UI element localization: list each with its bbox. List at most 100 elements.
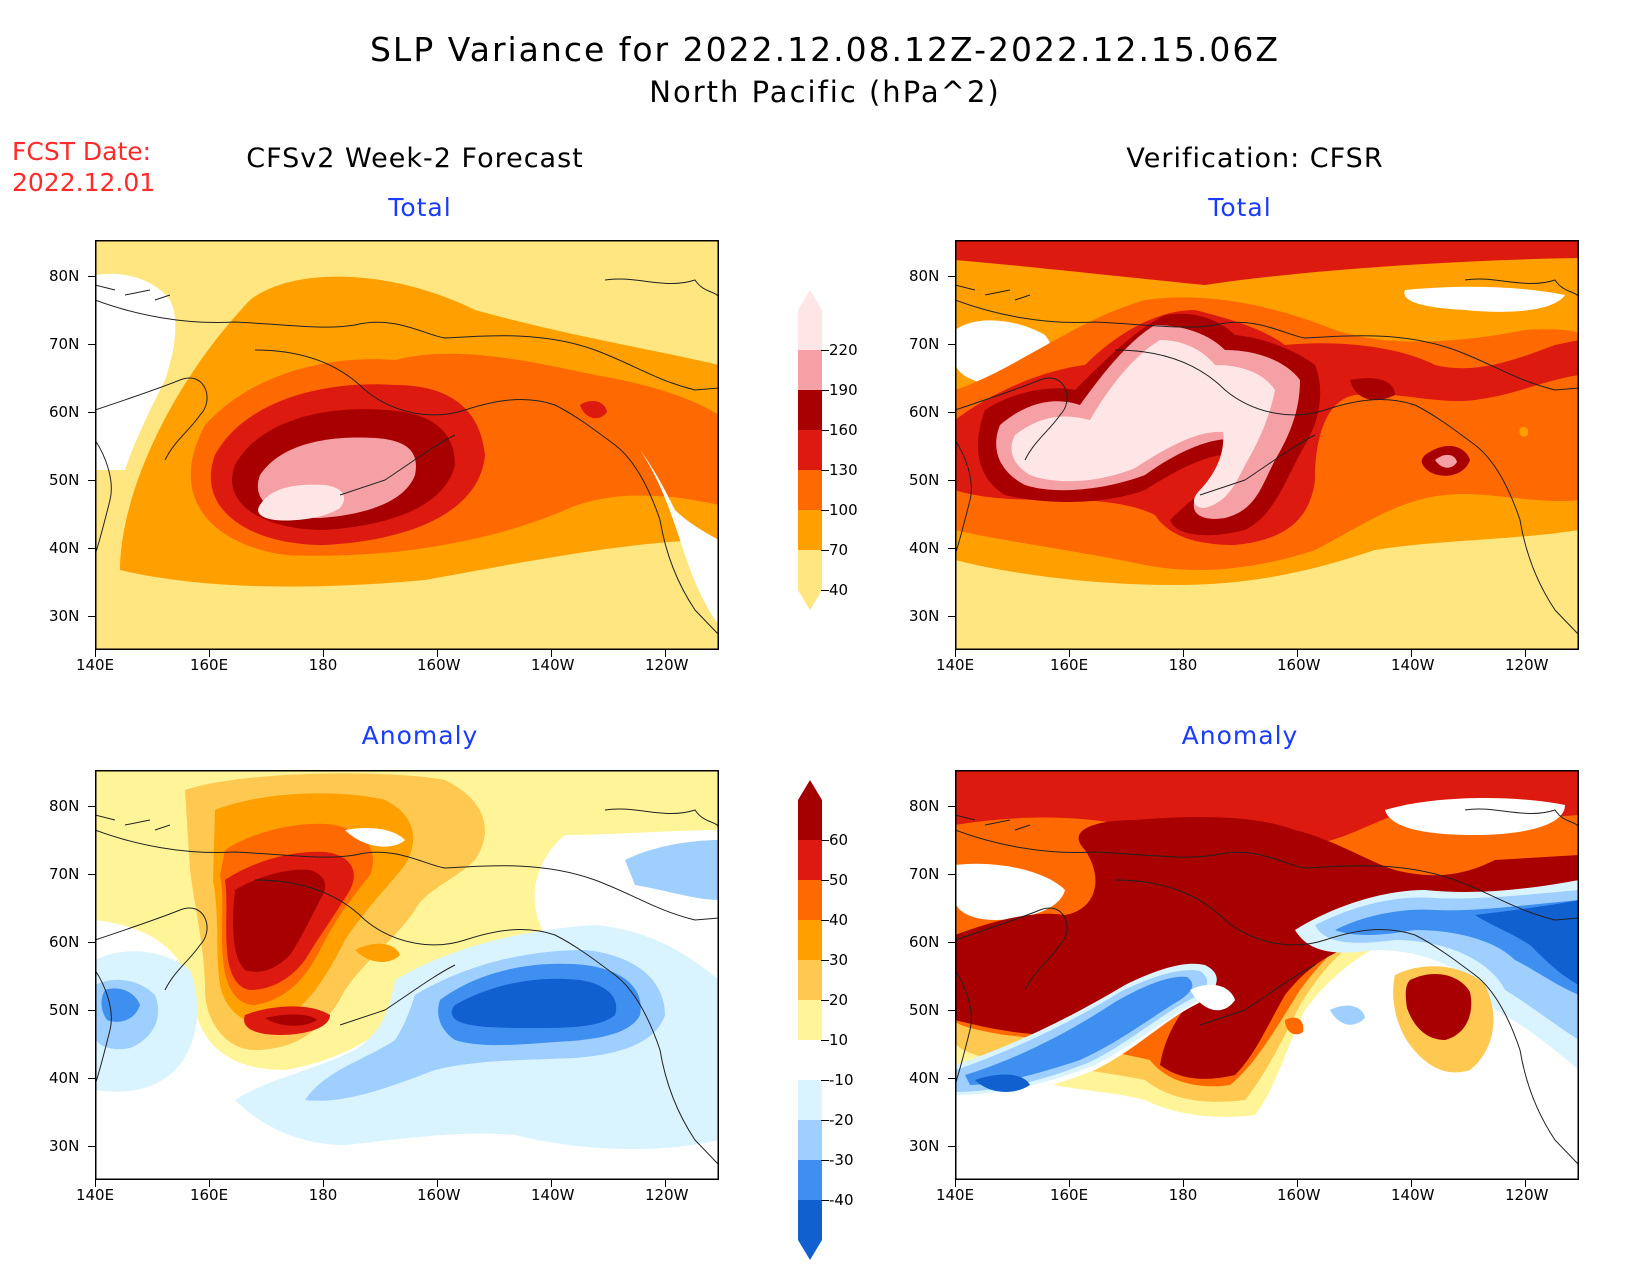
lat-tick [88, 344, 95, 345]
lon-label: 140E [935, 656, 975, 674]
lat-label: 30N [49, 1137, 80, 1155]
colorbar-tick [821, 1080, 829, 1081]
lat-tick [88, 412, 95, 413]
lon-label: 140E [935, 1186, 975, 1204]
main-subtitle: North Pacific (hPa^2) [649, 75, 1001, 109]
colorbar-swatch [798, 310, 822, 350]
colorbar-swatch [798, 960, 822, 1000]
colorbar-swatch [798, 920, 822, 960]
colorbar-bottom-arrow [798, 590, 822, 610]
lat-tick [948, 616, 955, 617]
colorbar-level-label: 40 [829, 581, 849, 599]
colorbar-level-label: -20 [829, 1111, 854, 1129]
lat-tick [88, 480, 95, 481]
lon-tick [209, 650, 210, 657]
lon-label: 160W [417, 656, 461, 674]
lon-tick [665, 650, 666, 657]
lon-label: 140W [531, 656, 575, 674]
colorbar-swatch [798, 430, 822, 470]
colorbar-tick [821, 430, 829, 431]
lat-label: 30N [909, 1137, 940, 1155]
fcst-date-value: 2022.12.01 [12, 168, 156, 197]
lat-label: 50N [909, 471, 940, 489]
lon-label: 120W [645, 1186, 689, 1204]
lat-label: 60N [909, 933, 940, 951]
lon-tick [209, 1180, 210, 1187]
main-title: SLP Variance for 2022.12.08.12Z-2022.12.… [369, 30, 1281, 69]
lat-label: 50N [49, 1001, 80, 1019]
colorbar-tick [821, 1200, 829, 1201]
map-forecast-total [95, 240, 719, 650]
lon-label: 160E [189, 656, 229, 674]
lon-tick [323, 1180, 324, 1187]
lat-label: 40N [909, 1069, 940, 1087]
lon-tick [1411, 650, 1412, 657]
colorbar-level-label: 160 [829, 421, 858, 439]
colorbar-swatch [798, 800, 822, 840]
colorbar-tick [821, 840, 829, 841]
lon-label: 180 [308, 656, 338, 674]
lon-tick [1525, 650, 1526, 657]
colorbar-tick [821, 1000, 829, 1001]
lat-tick [948, 344, 955, 345]
colorbar-level-label: 10 [829, 1031, 849, 1049]
lon-tick [1069, 650, 1070, 657]
panel-title-verification-anomaly: Anomaly [1181, 721, 1299, 750]
colorbar-level-label: 100 [829, 501, 858, 519]
colorbar-tick [821, 510, 829, 511]
lon-label: 120W [1505, 1186, 1549, 1204]
lat-label: 30N [49, 607, 80, 625]
lat-label: 40N [909, 539, 940, 557]
lat-label: 70N [49, 865, 80, 883]
colorbar-swatch [798, 470, 822, 510]
colorbar-swatch [798, 550, 822, 590]
lat-tick [948, 480, 955, 481]
lat-tick [948, 806, 955, 807]
lon-tick [1297, 650, 1298, 657]
colorbar-level-label: 60 [829, 831, 849, 849]
lon-tick [551, 650, 552, 657]
lat-label: 70N [49, 335, 80, 353]
lon-tick [1525, 1180, 1526, 1187]
lat-label: 40N [49, 539, 80, 557]
column-title-forecast: CFSv2 Week-2 Forecast [246, 143, 584, 174]
lat-tick [88, 616, 95, 617]
colorbar-swatch [798, 1160, 822, 1200]
lat-label: 60N [49, 403, 80, 421]
lat-tick [88, 1078, 95, 1079]
colorbar-swatch [798, 880, 822, 920]
lat-tick [88, 874, 95, 875]
colorbar-tick [821, 550, 829, 551]
lon-tick [437, 1180, 438, 1187]
lon-tick [1183, 650, 1184, 657]
colorbar-tick [821, 350, 829, 351]
lat-label: 70N [909, 335, 940, 353]
panel-title-forecast-anomaly: Anomaly [361, 721, 479, 750]
lat-label: 70N [909, 865, 940, 883]
lat-label: 80N [49, 267, 80, 285]
lat-tick [88, 1010, 95, 1011]
lon-tick [95, 1180, 96, 1187]
lat-label: 80N [909, 267, 940, 285]
colorbar-level-label: 40 [829, 911, 849, 929]
colorbar-swatch [798, 510, 822, 550]
map-forecast-anomaly [95, 770, 719, 1180]
panel-title-verification-total: Total [1208, 193, 1272, 222]
lat-tick [948, 1010, 955, 1011]
column-title-verification: Verification: CFSR [1126, 143, 1384, 174]
lon-tick [323, 650, 324, 657]
colorbar-top-arrow [798, 290, 822, 310]
lat-tick [88, 806, 95, 807]
colorbar-tick [821, 960, 829, 961]
colorbar-level-label: 50 [829, 871, 849, 889]
colorbar-swatch [798, 1200, 822, 1240]
colorbar-swatch [798, 840, 822, 880]
lon-tick [95, 650, 96, 657]
colorbar-swatches [798, 290, 822, 610]
lon-tick [1069, 1180, 1070, 1187]
lon-label: 160W [1277, 656, 1321, 674]
colorbar-tick [821, 390, 829, 391]
lat-label: 60N [909, 403, 940, 421]
lat-label: 50N [49, 471, 80, 489]
colorbar-tick [821, 1160, 829, 1161]
